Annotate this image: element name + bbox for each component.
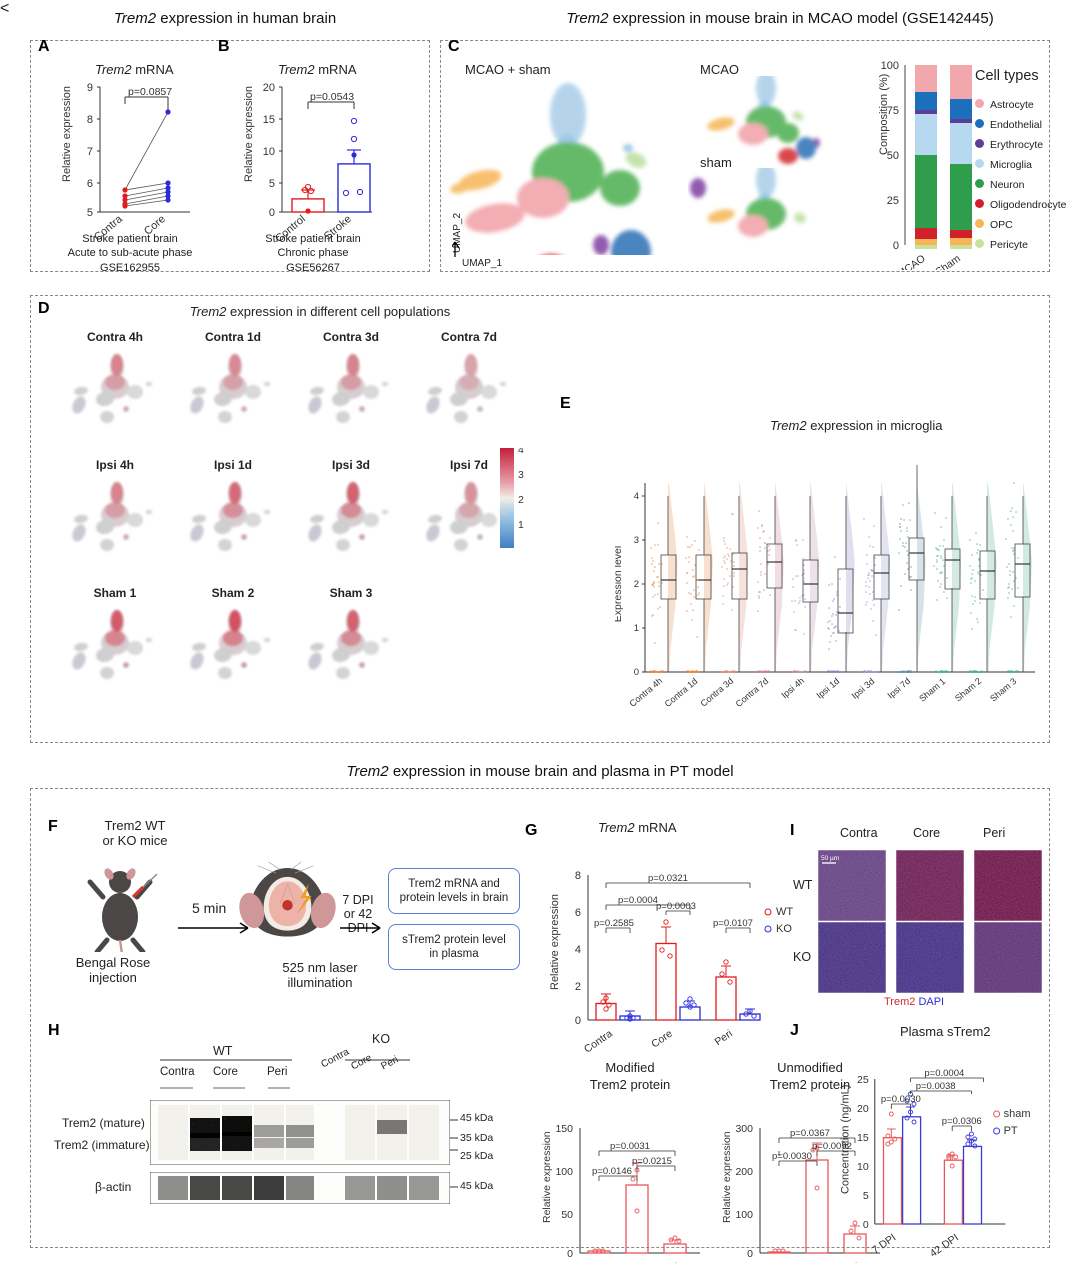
svg-text:20: 20 (263, 82, 275, 94)
svg-text:sham: sham (1004, 1108, 1031, 1120)
svg-text:Expression level: Expression level (615, 546, 624, 622)
svg-text:p=0.0004: p=0.0004 (924, 1068, 964, 1079)
svg-text:100: 100 (735, 1209, 753, 1221)
svg-text:3: 3 (634, 535, 639, 546)
svg-text:KO: KO (776, 923, 792, 935)
svg-text:p=0.0146: p=0.0146 (592, 1166, 632, 1177)
svg-text:Contra: Contra (576, 1261, 607, 1263)
svg-text:25: 25 (887, 195, 899, 207)
svg-text:MCAO: MCAO (895, 253, 928, 270)
svg-text:2: 2 (634, 579, 639, 590)
svg-text:100: 100 (881, 60, 899, 72)
svg-text:Core: Core (649, 1028, 675, 1051)
svg-text:WT: WT (776, 906, 793, 918)
svg-text:0: 0 (747, 1248, 753, 1260)
svg-text:Contra 7d: Contra 7d (734, 676, 771, 709)
svg-text:p=0.0038: p=0.0038 (916, 1081, 956, 1092)
svg-text:Contra 3d: Contra 3d (698, 676, 735, 709)
svg-text:Core: Core (621, 1261, 645, 1263)
svg-text:0: 0 (269, 207, 275, 219)
svg-text:Contra 4h: Contra 4h (628, 676, 665, 709)
svg-text:Relative expression: Relative expression (541, 1131, 553, 1223)
svg-text:0: 0 (893, 240, 899, 252)
svg-text:150: 150 (555, 1123, 573, 1135)
svg-text:50: 50 (561, 1209, 573, 1221)
svg-text:Relative expression: Relative expression (243, 86, 255, 182)
svg-text:p=0.2585: p=0.2585 (594, 918, 634, 929)
svg-text:6: 6 (87, 178, 93, 190)
svg-text:p=0.0003: p=0.0003 (656, 901, 696, 912)
svg-text:Sham: Sham (933, 252, 963, 270)
svg-text:p=0.0107: p=0.0107 (713, 918, 753, 929)
svg-text:p=0.0030: p=0.0030 (881, 1094, 921, 1105)
svg-text:8: 8 (87, 114, 93, 126)
svg-text:p=0.0321: p=0.0321 (648, 873, 688, 884)
svg-text:p=0.0857: p=0.0857 (128, 86, 172, 98)
svg-text:Contra 1d: Contra 1d (663, 676, 700, 709)
svg-text:5: 5 (269, 178, 275, 190)
svg-text:Peri: Peri (842, 1261, 863, 1263)
svg-text:50 µm: 50 µm (821, 855, 839, 862)
svg-text:p=0.0215: p=0.0215 (632, 1156, 672, 1167)
svg-text:Relative expression: Relative expression (549, 894, 561, 990)
svg-text:8: 8 (575, 870, 581, 882)
svg-text:5: 5 (87, 207, 93, 219)
svg-text:Ipsi 1d: Ipsi 1d (815, 676, 842, 701)
svg-text:20: 20 (857, 1103, 869, 1115)
svg-text:Relative expression: Relative expression (61, 86, 73, 182)
svg-text:PT: PT (1004, 1125, 1018, 1137)
svg-text:p=0.0004: p=0.0004 (618, 895, 658, 906)
svg-text:200: 200 (735, 1166, 753, 1178)
svg-text:10: 10 (263, 146, 275, 158)
svg-text:p=0.0306: p=0.0306 (942, 1116, 982, 1127)
svg-text:Ipsi 7d: Ipsi 7d (886, 676, 913, 701)
svg-text:p=0.0031: p=0.0031 (610, 1141, 650, 1152)
svg-text:Sham 3: Sham 3 (988, 676, 1018, 704)
svg-text:4: 4 (634, 491, 639, 502)
svg-text:Peri: Peri (713, 1028, 735, 1049)
svg-text:100: 100 (555, 1166, 573, 1178)
svg-text:0: 0 (567, 1248, 573, 1260)
svg-text:0: 0 (634, 667, 639, 678)
svg-text:Ipsi 4h: Ipsi 4h (779, 676, 806, 701)
svg-text:Contra: Contra (582, 1028, 615, 1055)
svg-text:Core: Core (801, 1261, 825, 1263)
svg-text:15: 15 (263, 114, 275, 126)
svg-text:9: 9 (87, 82, 93, 94)
svg-text:Sham 2: Sham 2 (953, 676, 983, 704)
svg-text:6: 6 (575, 907, 581, 919)
svg-text:7: 7 (87, 146, 93, 158)
svg-text:p=0.0543: p=0.0543 (310, 91, 354, 103)
svg-text:1: 1 (634, 623, 639, 634)
svg-text:300: 300 (735, 1123, 753, 1135)
svg-text:Relative expression: Relative expression (721, 1131, 733, 1223)
svg-text:Composition (%): Composition (%) (878, 74, 890, 155)
svg-text:p=0.0092: p=0.0092 (812, 1141, 852, 1152)
svg-text:p=0.0367: p=0.0367 (790, 1128, 830, 1139)
svg-text:4: 4 (575, 944, 581, 956)
svg-text:Sham 1: Sham 1 (917, 676, 947, 704)
svg-text:Contra: Contra (756, 1261, 787, 1263)
svg-text:2: 2 (575, 981, 581, 993)
svg-text:p=0.0030: p=0.0030 (772, 1151, 812, 1162)
svg-text:0: 0 (575, 1015, 581, 1027)
svg-text:42 DPI: 42 DPI (928, 1232, 961, 1259)
svg-text:Ipsi 3d: Ipsi 3d (850, 676, 877, 701)
svg-text:Peri: Peri (662, 1261, 683, 1263)
